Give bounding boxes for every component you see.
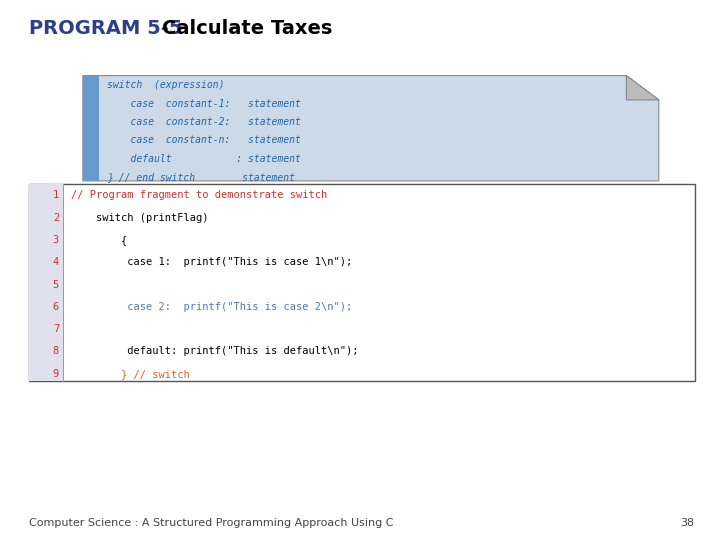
Text: 4: 4 [53, 257, 59, 267]
Text: switch  (expression): switch (expression) [107, 80, 225, 90]
Text: } // end switch        statement: } // end switch statement [107, 172, 295, 182]
FancyBboxPatch shape [83, 76, 99, 181]
Text: switch (printFlag): switch (printFlag) [71, 213, 208, 223]
Text: Calculate Taxes: Calculate Taxes [162, 19, 333, 38]
Text: case  constant-n:   statement: case constant-n: statement [107, 136, 301, 145]
Text: 7: 7 [53, 324, 59, 334]
Text: 1: 1 [53, 191, 59, 200]
Text: 6: 6 [53, 302, 59, 312]
Text: 5: 5 [53, 280, 59, 289]
Text: {: { [71, 235, 127, 245]
Text: 2: 2 [53, 213, 59, 223]
Text: case  constant-1:   statement: case constant-1: statement [107, 99, 301, 109]
Text: // Program fragment to demonstrate switch: // Program fragment to demonstrate switc… [71, 191, 327, 200]
Text: 38: 38 [680, 518, 695, 528]
Text: case 1:  printf("This is case 1\n");: case 1: printf("This is case 1\n"); [71, 257, 352, 267]
Polygon shape [83, 76, 659, 181]
Text: 8: 8 [53, 346, 59, 356]
Text: PROGRAM 5-5: PROGRAM 5-5 [29, 19, 182, 38]
Text: default           : statement: default : statement [107, 154, 301, 164]
Text: case  constant-2:   statement: case constant-2: statement [107, 117, 301, 127]
Text: } // switch: } // switch [71, 369, 189, 379]
Text: case 2:  printf("This is case 2\n");: case 2: printf("This is case 2\n"); [71, 302, 352, 312]
FancyBboxPatch shape [29, 184, 695, 381]
Text: default: printf("This is default\n");: default: printf("This is default\n"); [71, 346, 358, 356]
Text: 9: 9 [53, 369, 59, 379]
Polygon shape [626, 76, 659, 100]
FancyBboxPatch shape [29, 184, 63, 381]
Text: 3: 3 [53, 235, 59, 245]
Text: Computer Science : A Structured Programming Approach Using C: Computer Science : A Structured Programm… [29, 518, 393, 528]
